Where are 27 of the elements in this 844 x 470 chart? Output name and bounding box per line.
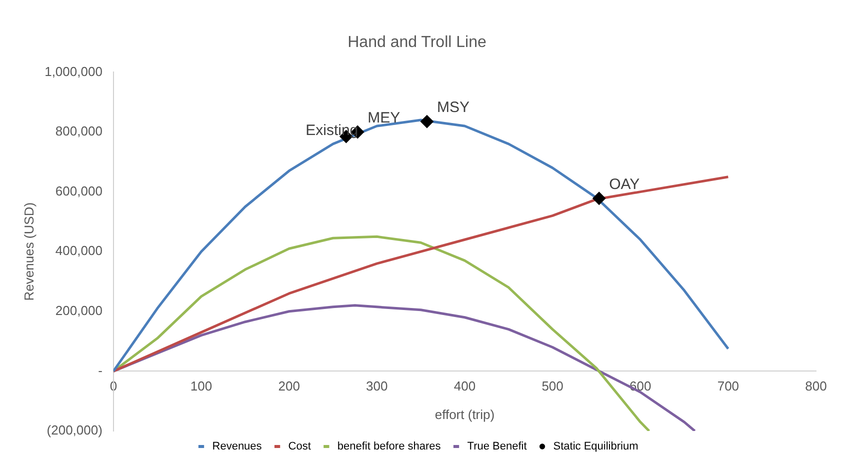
y-tick-label: 800,000: [55, 124, 102, 139]
annotation: MEY: [368, 110, 400, 127]
annotation: MSY: [436, 99, 470, 116]
x-tick-label: 700: [717, 378, 740, 394]
y-tick-label: 1,000,000: [44, 64, 102, 79]
x-tick-label: 800: [805, 378, 827, 394]
legend-label: Cost: [288, 440, 311, 453]
y-tick-label: -: [98, 362, 102, 378]
legend-label: benefit before shares: [337, 440, 442, 453]
x-axis-title: effort (trip): [434, 407, 495, 422]
y-tick-label: 600,000: [55, 183, 102, 198]
x-tick-label: 100: [190, 378, 212, 394]
legend-label: Revenues: [212, 440, 262, 453]
y-tick-label: 400,000: [55, 243, 102, 258]
point: [592, 192, 606, 205]
x-tick-label: 500: [542, 378, 564, 394]
y-axis-title: Revenues (USD): [21, 202, 36, 301]
x-tick-label: 300: [366, 378, 388, 394]
legend-label: Static Equilibrium: [553, 440, 638, 453]
y-tick-label: 200,000: [55, 302, 102, 318]
legend-label: True Benefit: [467, 440, 527, 453]
x-tick-label: 200: [278, 378, 300, 394]
x-tick-label: 400: [454, 378, 476, 394]
y-tick-label: (200,000): [46, 422, 102, 438]
annotation: OAY: [609, 176, 640, 194]
point: [420, 115, 434, 128]
chart-title: Hand and Troll Line: [348, 34, 486, 52]
